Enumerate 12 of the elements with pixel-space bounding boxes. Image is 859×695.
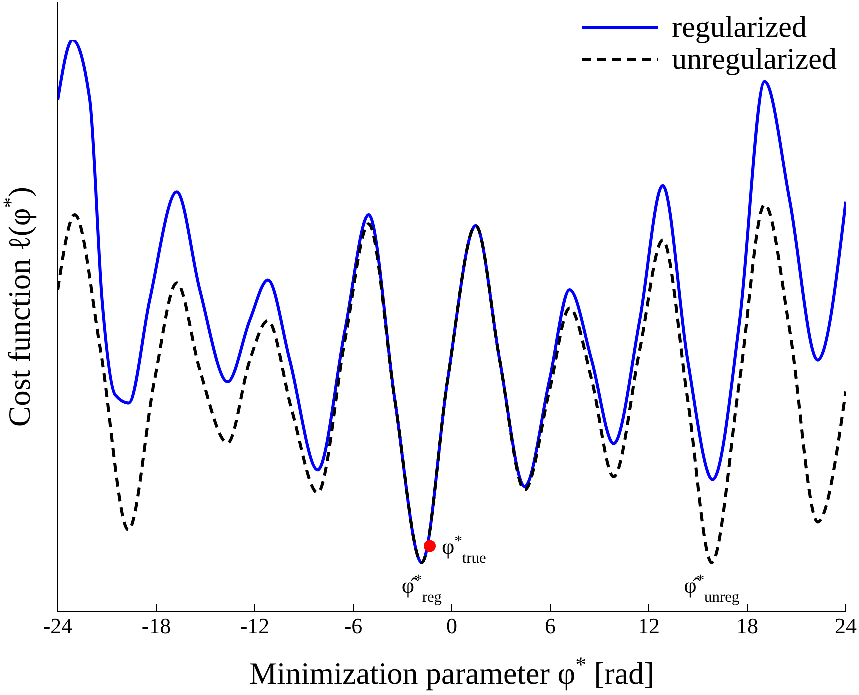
x-tick-label: 12 bbox=[638, 614, 660, 639]
x-tick-label: 0 bbox=[446, 614, 458, 639]
x-tick-label: 6 bbox=[545, 614, 556, 639]
legend-label: regularized bbox=[672, 11, 807, 44]
x-tick-label: -24 bbox=[43, 614, 73, 639]
x-tick-label: 18 bbox=[736, 614, 758, 639]
x-tick-label: -18 bbox=[142, 614, 172, 639]
x-tick-label: -6 bbox=[344, 614, 363, 639]
x-tick-label: 24 bbox=[835, 614, 857, 639]
x-axis-title: Minimization parameter φ$^{*}$ [rad] bbox=[250, 653, 654, 691]
x-tick-label: -12 bbox=[240, 614, 270, 639]
legend-label: unregularized bbox=[672, 43, 837, 76]
